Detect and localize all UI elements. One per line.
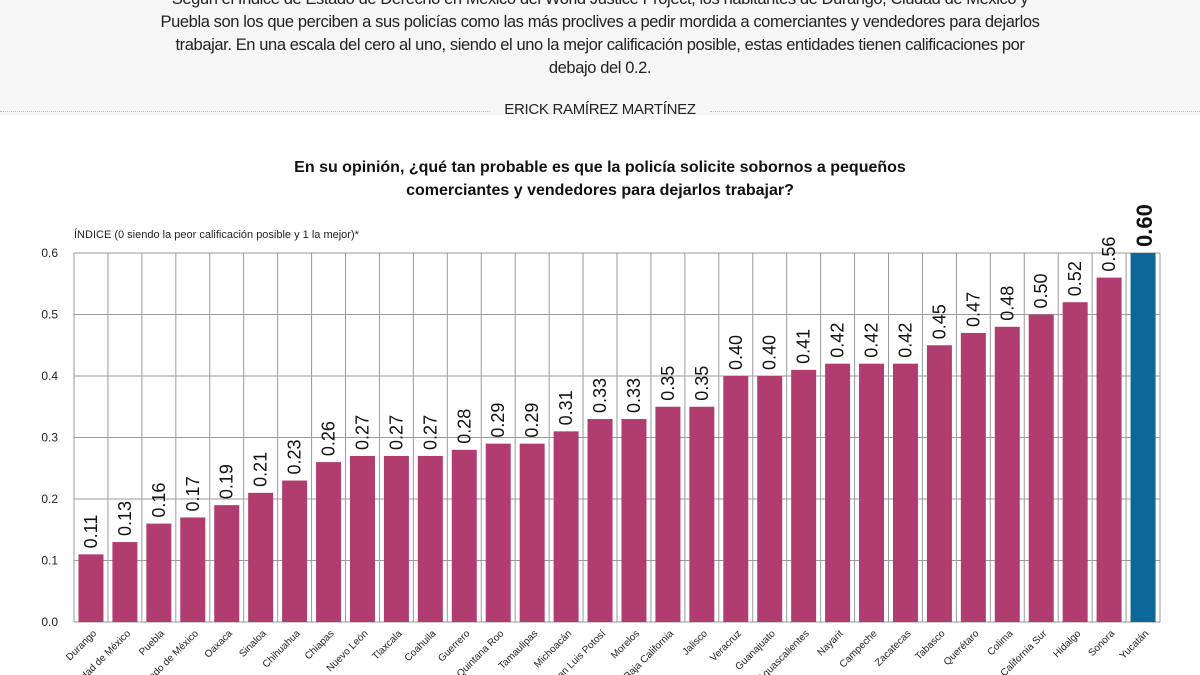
- data-label: 0.33: [590, 378, 610, 413]
- bar-nayarit: [825, 363, 851, 622]
- x-tick-label: Querétaro: [942, 628, 982, 668]
- bar-sonora: [1096, 277, 1122, 622]
- x-tick-label: Zacatecas: [873, 628, 913, 668]
- bar-durango: [78, 554, 104, 622]
- data-label: 0.52: [1065, 261, 1085, 296]
- x-tick-label: Puebla: [137, 628, 167, 658]
- data-label: 0.23: [285, 440, 305, 475]
- y-tick-label: 0.4: [41, 369, 58, 383]
- data-label: 0.42: [862, 323, 882, 358]
- bar-aguascalientes: [791, 369, 817, 622]
- bar-morelos: [621, 419, 647, 622]
- bar-michoacán: [553, 431, 579, 622]
- bar-zacatecas: [892, 363, 918, 622]
- data-label: 0.16: [149, 483, 169, 518]
- x-tick-label: Colima: [986, 628, 1016, 658]
- data-label: 0.41: [794, 329, 814, 364]
- x-tick-label: Campeche: [838, 628, 880, 670]
- byline: ERICK RAMÍREZ MARTÍNEZ: [504, 101, 696, 118]
- data-label: 0.40: [760, 335, 780, 370]
- data-label: 0.11: [81, 515, 101, 549]
- data-label: 0.19: [217, 464, 237, 499]
- header-panel: [0, 0, 1200, 115]
- bar-jalisco: [689, 406, 715, 622]
- x-tick-label: Tabasco: [913, 628, 947, 662]
- data-label: 0.45: [929, 304, 949, 339]
- x-tick-label: Sonora: [1087, 628, 1118, 659]
- data-label: 0.42: [895, 323, 915, 358]
- bar-tlaxcala: [383, 455, 409, 622]
- x-tick-label: Chihuahua: [261, 628, 303, 670]
- x-tick-label: Morelos: [609, 628, 642, 661]
- data-label: 0.29: [522, 403, 542, 438]
- bar-chiapas: [316, 462, 342, 622]
- data-label: 0.27: [352, 415, 372, 450]
- data-label: 0.27: [420, 415, 440, 450]
- x-tick-label: Yucatán: [1118, 628, 1151, 661]
- bar-coahuila: [417, 455, 443, 622]
- x-tick-label: Chiapas: [303, 628, 337, 662]
- data-label: 0.13: [115, 501, 135, 536]
- x-tick-label: Durango: [64, 628, 99, 663]
- x-tick-label: Nayarit: [816, 628, 846, 658]
- bar-san-luis-potosí: [587, 419, 613, 622]
- bar-guanajuato: [757, 376, 783, 622]
- bar-campeche: [859, 363, 885, 622]
- data-label: 0.35: [692, 366, 712, 401]
- bar-sinaloa: [248, 492, 274, 622]
- data-label: 0.28: [454, 409, 474, 444]
- x-tick-label: Tlaxcala: [370, 628, 404, 662]
- bar-baja-california: [655, 406, 681, 622]
- chart-title: En su opinión, ¿qué tan probable es que …: [294, 159, 906, 199]
- data-label: 0.48: [997, 286, 1017, 321]
- bar-querétaro: [960, 332, 986, 622]
- y-tick-label: 0.3: [41, 431, 58, 445]
- data-label: 0.35: [658, 366, 678, 401]
- y-tick-label: 0.1: [41, 554, 58, 568]
- bar-oaxaca: [214, 505, 240, 622]
- y-tick-label: 0.6: [41, 246, 58, 260]
- data-label: 0.47: [963, 292, 983, 327]
- bar-yucatán: [1130, 253, 1156, 622]
- intro-text: Según el Índice de Estado de Derecho en …: [160, 0, 1040, 77]
- y-tick-label: 0.2: [41, 492, 58, 506]
- bar-puebla: [146, 523, 172, 622]
- y-axis-label: ÍNDICE (0 siendo la peor calificación po…: [74, 228, 360, 241]
- y-tick-label: 0.0: [41, 615, 58, 629]
- data-label: 0.29: [488, 403, 508, 438]
- x-tick-label: Jalisco: [681, 628, 711, 658]
- data-label: 0.21: [251, 452, 271, 487]
- data-label: 0.31: [556, 390, 576, 425]
- data-label: 0.56: [1099, 237, 1119, 272]
- bar-veracruz: [723, 376, 749, 622]
- x-tick-label: Coahuila: [403, 628, 439, 664]
- bar-hidalgo: [1062, 302, 1088, 622]
- data-label: 0.40: [726, 335, 746, 370]
- byline-row: ERICK RAMÍREZ MARTÍNEZ: [0, 101, 1200, 121]
- x-tick-label: Sinaloa: [237, 628, 269, 660]
- bar-chihuahua: [282, 480, 308, 622]
- data-label: 0.26: [319, 421, 339, 456]
- divider: [0, 111, 490, 112]
- y-tick-label: 0.5: [41, 308, 58, 322]
- bar-quintana-roo: [485, 443, 511, 622]
- divider: [710, 111, 1200, 112]
- x-tick-label: Hidalgo: [1052, 628, 1084, 660]
- data-label: 0.60: [1132, 204, 1157, 247]
- bar-tamaulipas: [519, 443, 545, 622]
- x-tick-label: Oaxaca: [203, 628, 235, 660]
- bar-colima: [994, 326, 1020, 622]
- bar-nuevo-león: [349, 455, 375, 622]
- bar-ciudad-de-méxico: [112, 542, 138, 622]
- bar-tabasco: [926, 345, 952, 622]
- data-label: 0.42: [828, 323, 848, 358]
- data-label: 0.50: [1031, 273, 1051, 308]
- data-label: 0.27: [386, 415, 406, 450]
- bar-baja-california-sur: [1028, 314, 1054, 622]
- data-label: 0.17: [183, 476, 203, 511]
- data-label: 0.33: [624, 378, 644, 413]
- bar-estado-de-méxico: [180, 517, 206, 622]
- bar-guerrero: [451, 449, 477, 622]
